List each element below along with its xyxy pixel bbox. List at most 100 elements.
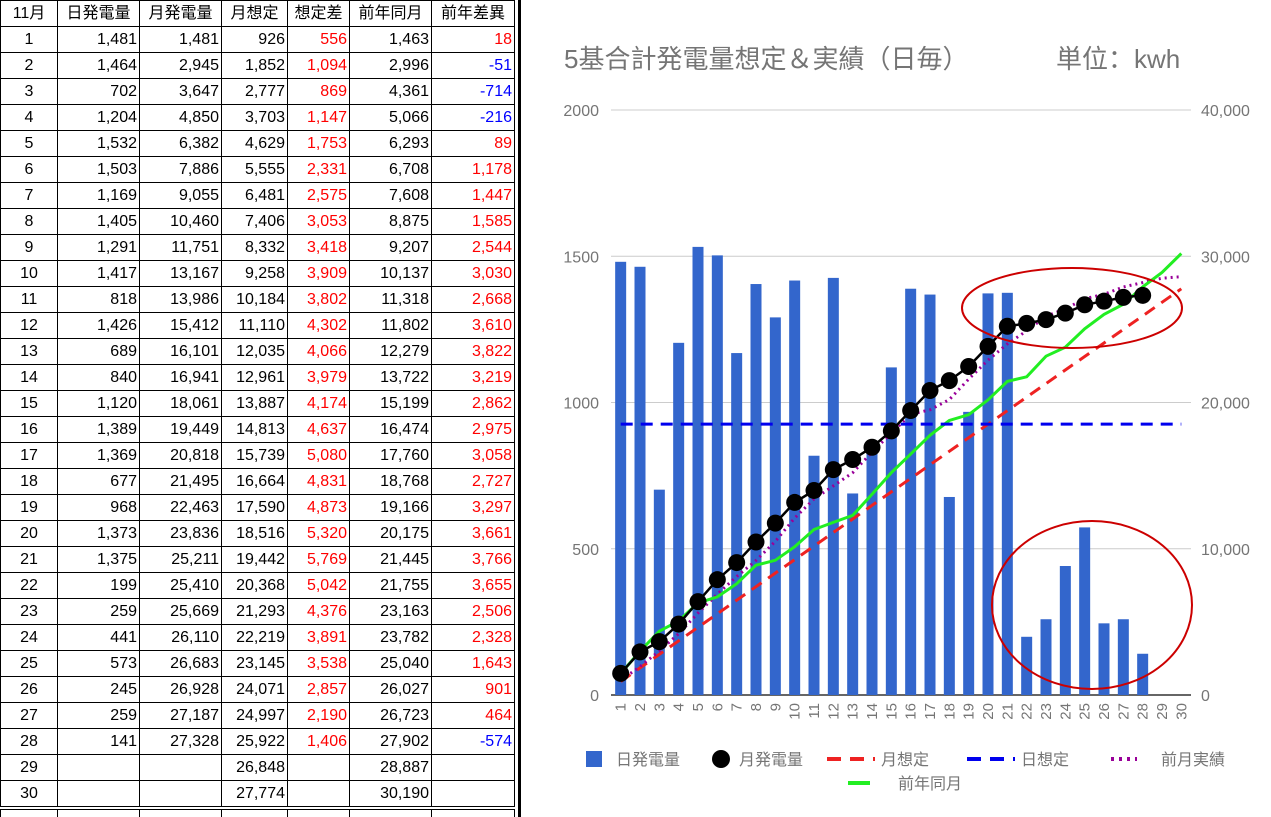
legend-item-monthly-generation[interactable]: 月発電量 [712, 750, 803, 769]
marker-monthly-generation[interactable] [998, 317, 1016, 335]
bar-daily-generation[interactable] [1137, 653, 1149, 695]
table-cell-estimate-difference[interactable]: 3,891 [287, 624, 350, 651]
table-cell-monthly-generation[interactable]: 25,410 [139, 572, 222, 599]
table-cell-estimate-difference[interactable]: 1,753 [287, 130, 350, 157]
table-cell-daily-generation[interactable]: 441 [57, 624, 140, 651]
table-cell-day[interactable]: 28 [0, 728, 58, 755]
table-cell-day[interactable]: 9 [0, 234, 58, 261]
table-cell-day[interactable]: 2 [0, 52, 58, 79]
table-cell-day[interactable]: 24 [0, 624, 58, 651]
legend-item-prev-month-actual[interactable]: 前月実績 [1111, 751, 1225, 769]
table-cell-monthly-estimate[interactable]: 23,145 [221, 650, 288, 677]
table-cell-monthly-generation[interactable]: 1,481 [139, 26, 222, 53]
table-cell-prev-year-difference[interactable]: 1,585 [431, 208, 515, 235]
bar-daily-generation[interactable] [750, 284, 762, 695]
table-cell-estimate-difference[interactable]: 556 [287, 26, 350, 53]
marker-monthly-generation[interactable] [902, 402, 920, 420]
table-cell-monthly-generation[interactable]: 16,941 [139, 364, 222, 391]
table-cell-estimate-difference[interactable]: 2,857 [287, 676, 350, 703]
table-cell-monthly-generation[interactable]: 26,683 [139, 650, 222, 677]
table-cell-prev-year-difference[interactable]: -714 [431, 78, 515, 105]
table-cell-empty[interactable] [221, 809, 288, 817]
table-cell-monthly-generation[interactable]: 9,055 [139, 182, 222, 209]
table-cell-monthly-generation[interactable]: 16,101 [139, 338, 222, 365]
bar-daily-generation[interactable] [1021, 636, 1033, 695]
table-cell-prev-year-same-month[interactable]: 11,318 [349, 286, 432, 313]
marker-monthly-generation[interactable] [824, 461, 842, 479]
table-cell-monthly-estimate[interactable]: 22,219 [221, 624, 288, 651]
table-cell-daily-generation[interactable]: 1,291 [57, 234, 140, 261]
marker-monthly-generation[interactable] [1056, 304, 1074, 322]
header-cell-daily-generation[interactable]: 日発電量 [57, 0, 140, 27]
header-cell-prev-year-same-month[interactable]: 前年同月 [349, 0, 432, 27]
legend-item-prev-year-same-month[interactable]: 前年同月 [848, 775, 962, 793]
table-cell-empty[interactable] [349, 809, 432, 817]
table-cell-daily-generation[interactable]: 818 [57, 286, 140, 313]
table-cell-monthly-estimate[interactable]: 11,110 [221, 312, 288, 339]
table-cell-prev-year-same-month[interactable]: 4,361 [349, 78, 432, 105]
table-cell-monthly-generation[interactable] [139, 754, 222, 781]
table-cell-prev-year-same-month[interactable]: 17,760 [349, 442, 432, 469]
table-cell-prev-year-same-month[interactable]: 28,887 [349, 754, 432, 781]
table-cell-prev-year-difference[interactable]: 1,643 [431, 650, 515, 677]
header-cell-prev-year-difference[interactable]: 前年差異 [431, 0, 515, 27]
table-cell-monthly-estimate[interactable]: 24,071 [221, 676, 288, 703]
table-cell-day[interactable]: 27 [0, 702, 58, 729]
table-cell-prev-year-same-month[interactable]: 7,608 [349, 182, 432, 209]
bar-daily-generation[interactable] [1098, 623, 1110, 695]
table-cell-prev-year-same-month[interactable]: 10,137 [349, 260, 432, 287]
table-cell-prev-year-difference[interactable]: 2,328 [431, 624, 515, 651]
table-cell-prev-year-difference[interactable]: 89 [431, 130, 515, 157]
table-cell-daily-generation[interactable]: 1,405 [57, 208, 140, 235]
table-cell-monthly-generation[interactable]: 10,460 [139, 208, 222, 235]
table-cell-monthly-generation[interactable]: 11,751 [139, 234, 222, 261]
marker-monthly-generation[interactable] [882, 422, 900, 440]
table-cell-monthly-estimate[interactable]: 16,664 [221, 468, 288, 495]
header-cell-monthly-generation[interactable]: 月発電量 [139, 0, 222, 27]
table-cell-prev-year-difference[interactable]: 1,447 [431, 182, 515, 209]
table-cell-prev-year-same-month[interactable]: 19,166 [349, 494, 432, 521]
table-cell-prev-year-difference[interactable]: 3,297 [431, 494, 515, 521]
table-cell-estimate-difference[interactable]: 3,802 [287, 286, 350, 313]
table-cell-monthly-generation[interactable]: 6,382 [139, 130, 222, 157]
table-cell-monthly-generation[interactable] [139, 780, 222, 807]
table-cell-monthly-generation[interactable]: 23,836 [139, 520, 222, 547]
table-cell-monthly-estimate[interactable]: 3,703 [221, 104, 288, 131]
table-cell-day[interactable]: 18 [0, 468, 58, 495]
marker-monthly-generation[interactable] [960, 357, 978, 375]
bar-daily-generation[interactable] [769, 317, 781, 695]
table-cell-day[interactable]: 14 [0, 364, 58, 391]
table-cell-estimate-difference[interactable]: 1,406 [287, 728, 350, 755]
table-cell-prev-year-difference[interactable]: 901 [431, 676, 515, 703]
table-cell-daily-generation[interactable]: 689 [57, 338, 140, 365]
table-cell-day[interactable]: 20 [0, 520, 58, 547]
table-cell-prev-year-same-month[interactable]: 30,190 [349, 780, 432, 807]
legend-item-daily-estimate[interactable]: 日想定 [967, 751, 1069, 769]
legend-item-monthly-estimate[interactable]: 月想定 [827, 751, 929, 769]
table-cell-monthly-estimate[interactable]: 14,813 [221, 416, 288, 443]
table-cell-day[interactable]: 13 [0, 338, 58, 365]
bar-daily-generation[interactable] [866, 449, 878, 695]
marker-monthly-generation[interactable] [1037, 311, 1055, 329]
table-cell-daily-generation[interactable]: 1,503 [57, 156, 140, 183]
table-cell-monthly-estimate[interactable]: 17,590 [221, 494, 288, 521]
table-cell-prev-year-difference[interactable]: 1,178 [431, 156, 515, 183]
table-cell-monthly-generation[interactable]: 13,167 [139, 260, 222, 287]
table-cell-monthly-generation[interactable]: 13,986 [139, 286, 222, 313]
table-cell-estimate-difference[interactable]: 3,979 [287, 364, 350, 391]
table-cell-estimate-difference[interactable]: 3,538 [287, 650, 350, 677]
table-cell-estimate-difference[interactable]: 3,418 [287, 234, 350, 261]
table-cell-day[interactable]: 1 [0, 26, 58, 53]
table-cell-estimate-difference[interactable]: 4,831 [287, 468, 350, 495]
table-cell-daily-generation[interactable]: 1,120 [57, 390, 140, 417]
table-cell-estimate-difference[interactable]: 2,331 [287, 156, 350, 183]
table-cell-monthly-estimate[interactable]: 5,555 [221, 156, 288, 183]
table-cell-day[interactable]: 29 [0, 754, 58, 781]
table-cell-prev-year-difference[interactable]: 3,030 [431, 260, 515, 287]
table-cell-monthly-generation[interactable]: 7,886 [139, 156, 222, 183]
table-cell-daily-generation[interactable]: 1,375 [57, 546, 140, 573]
table-cell-prev-year-difference[interactable]: 464 [431, 702, 515, 729]
table-cell-prev-year-same-month[interactable]: 16,474 [349, 416, 432, 443]
table-cell-day[interactable]: 7 [0, 182, 58, 209]
bar-daily-generation[interactable] [1079, 527, 1091, 695]
